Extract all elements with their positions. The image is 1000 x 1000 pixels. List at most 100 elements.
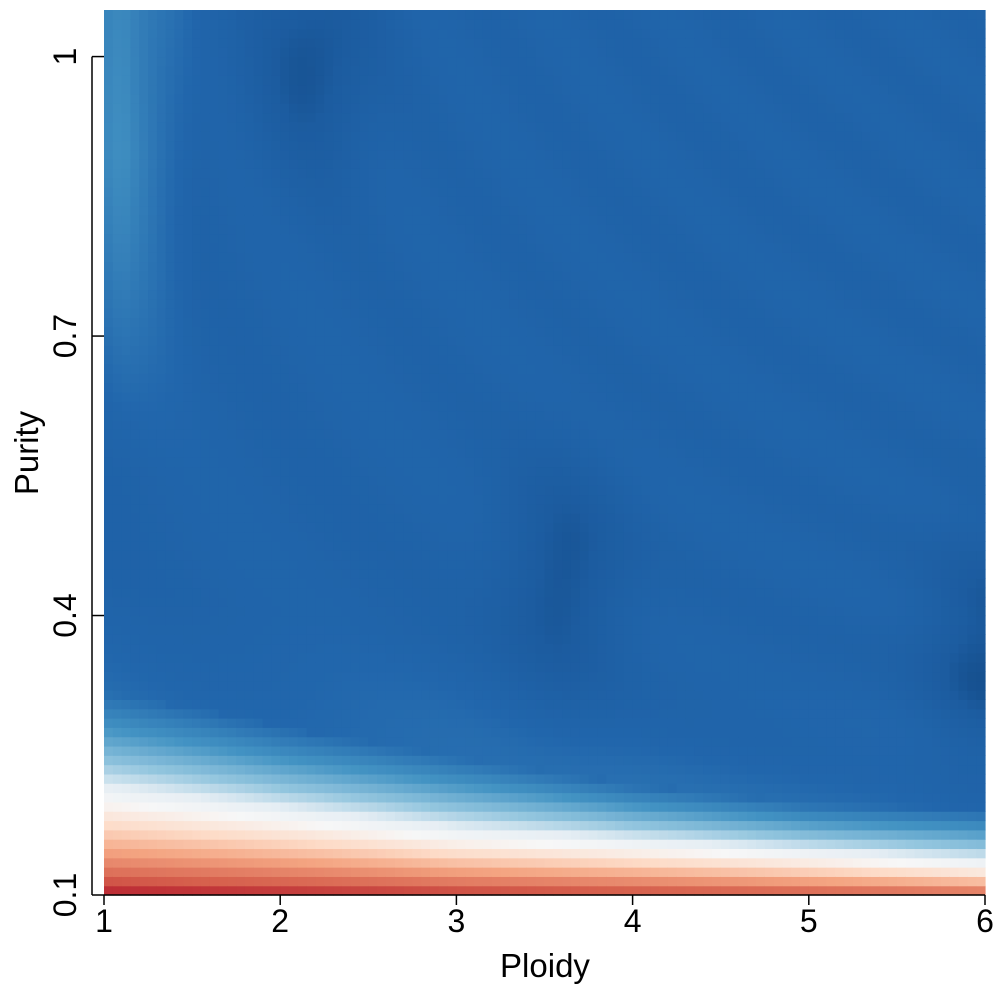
heatmap-cell	[474, 121, 484, 132]
heatmap-cell	[350, 93, 361, 104]
heatmap-cell	[394, 270, 405, 281]
heatmap-cell	[244, 47, 255, 58]
heatmap-cell	[130, 606, 140, 617]
heatmap-cell	[174, 466, 184, 477]
heatmap-cell	[553, 308, 563, 319]
heatmap-cell	[297, 541, 308, 551]
heatmap-cell	[509, 727, 519, 738]
heatmap-cell	[253, 662, 264, 673]
heatmap-cell	[509, 513, 519, 523]
heatmap-cell	[535, 345, 546, 356]
heatmap-cell	[491, 261, 502, 272]
heatmap-cell	[183, 615, 193, 626]
heatmap-cell	[218, 643, 228, 654]
heatmap-cell	[271, 112, 281, 123]
heatmap-cell	[315, 168, 325, 179]
heatmap-cell	[112, 568, 123, 579]
heatmap-cell	[562, 494, 572, 505]
heatmap-cell	[412, 131, 422, 142]
heatmap-cell	[526, 596, 537, 607]
heatmap-cell	[104, 429, 114, 440]
heatmap-cell	[218, 187, 228, 197]
heatmap-cell	[174, 447, 184, 458]
heatmap-cell	[315, 829, 325, 840]
heatmap-cell	[368, 783, 378, 794]
heatmap-cell	[377, 317, 387, 328]
heatmap-cell	[350, 541, 361, 551]
heatmap-cell	[192, 196, 202, 207]
heatmap-cell	[359, 801, 369, 812]
heatmap-cell	[262, 485, 272, 496]
heatmap-cell	[465, 354, 475, 365]
heatmap-cell	[341, 56, 352, 67]
heatmap-cell	[377, 47, 387, 58]
heatmap-cell	[200, 19, 211, 30]
heatmap-cell	[174, 214, 184, 225]
heatmap-cell	[562, 680, 572, 691]
heatmap-cell	[271, 47, 281, 58]
heatmap-cell	[130, 727, 140, 738]
heatmap-cell	[491, 242, 502, 253]
heatmap-cell	[121, 587, 132, 598]
heatmap-cell	[544, 596, 554, 607]
heatmap-cell	[289, 643, 299, 654]
heatmap-cell	[500, 419, 510, 430]
heatmap-cell	[350, 513, 361, 523]
heatmap-cell	[262, 736, 272, 747]
heatmap-cell	[438, 56, 449, 67]
heatmap-cell	[456, 382, 466, 393]
heatmap-cell	[156, 438, 167, 449]
heatmap-cell	[297, 578, 308, 589]
heatmap-cell	[447, 801, 457, 812]
heatmap-cell	[544, 196, 554, 207]
heatmap-cell	[236, 820, 246, 831]
heatmap-cell	[148, 699, 158, 710]
heatmap-cell	[112, 652, 123, 663]
heatmap-cell	[438, 783, 449, 794]
heatmap-cell	[403, 252, 413, 263]
heatmap-cell	[192, 112, 202, 123]
heatmap-cell	[412, 727, 422, 738]
heatmap-cell	[465, 718, 475, 728]
heatmap-cell	[359, 662, 369, 673]
heatmap-cell	[385, 289, 396, 300]
heatmap-cell	[482, 559, 493, 570]
heatmap-cell	[509, 876, 519, 887]
heatmap-cell	[421, 531, 431, 542]
heatmap-cell	[474, 326, 484, 337]
heatmap-cell	[368, 242, 378, 253]
heatmap-cell	[526, 885, 537, 896]
heatmap-cell	[174, 829, 184, 840]
heatmap-cell	[544, 494, 554, 505]
heatmap-cell	[315, 885, 325, 896]
heatmap-cell	[385, 103, 396, 114]
heatmap-cell	[333, 708, 343, 719]
heatmap-cell	[447, 93, 457, 104]
heatmap-cell	[297, 885, 308, 896]
heatmap-cell	[341, 475, 352, 486]
heatmap-cell	[262, 811, 272, 822]
heatmap-cell	[500, 727, 510, 738]
heatmap-cell	[112, 596, 123, 607]
heatmap-cell	[236, 876, 246, 887]
heatmap-cell	[289, 140, 299, 151]
heatmap-cell	[165, 149, 176, 160]
heatmap-cell	[474, 345, 484, 356]
heatmap-cell	[412, 485, 422, 496]
heatmap-cell	[218, 494, 228, 505]
heatmap-cell	[306, 820, 317, 831]
heatmap-cell	[544, 801, 554, 812]
heatmap-cell	[403, 615, 413, 626]
heatmap-cell	[244, 755, 255, 766]
heatmap-cell	[447, 867, 457, 877]
heatmap-cell	[183, 93, 193, 104]
heatmap-cell	[156, 457, 167, 468]
heatmap-cell	[271, 857, 281, 868]
heatmap-cell	[553, 149, 563, 160]
heatmap-cell	[200, 680, 211, 691]
heatmap-cell	[394, 438, 405, 449]
heatmap-cell	[165, 252, 176, 263]
heatmap-cell	[474, 336, 484, 346]
heatmap-cell	[359, 298, 369, 309]
heatmap-cell	[394, 503, 405, 514]
